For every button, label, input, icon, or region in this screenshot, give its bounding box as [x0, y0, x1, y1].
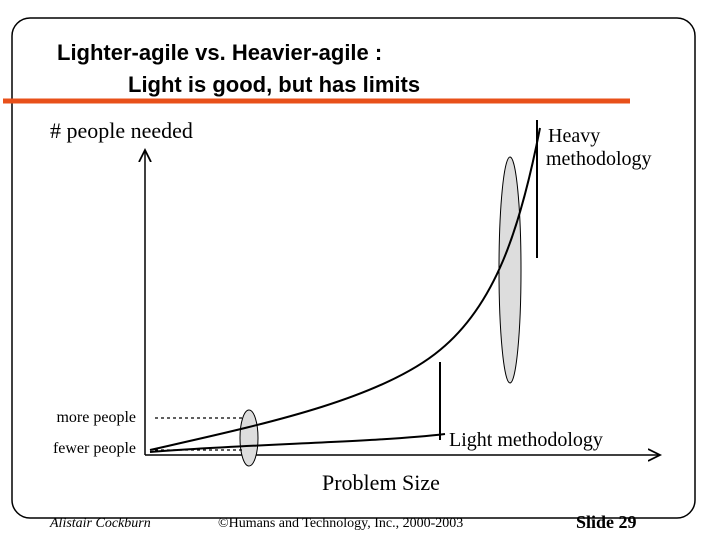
- heavy-label: methodology: [546, 148, 652, 170]
- footer-author: Alistair Cockburn: [49, 516, 151, 531]
- heavy-curve: [149, 127, 541, 451]
- title: Lighter-agile vs. Heavier-agile :: [57, 40, 382, 65]
- footer-slide: Slide 29: [576, 512, 637, 532]
- y-axis-label: # people needed: [50, 118, 193, 143]
- fewer-people-label: fewer people: [53, 440, 136, 457]
- slide-border: [11, 17, 696, 519]
- x-axis-label: Problem Size: [322, 470, 440, 495]
- ellipse: [498, 156, 522, 384]
- heavy-label: Heavy: [548, 125, 600, 147]
- ellipse: [239, 409, 259, 467]
- light-label: Light methodology: [449, 429, 603, 451]
- footer-copyright: ©Humans and Technology, Inc., 2000-2003: [218, 516, 463, 531]
- light-curve: [149, 433, 446, 453]
- title: Light is good, but has limits: [128, 72, 420, 97]
- more-people-label: more people: [56, 409, 136, 426]
